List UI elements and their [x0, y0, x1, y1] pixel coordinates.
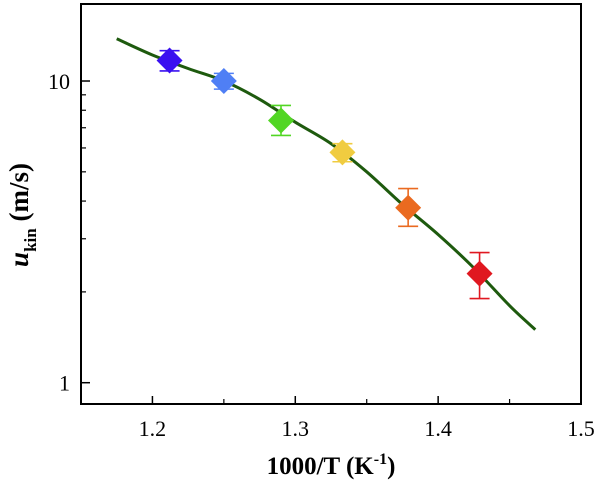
x-axis-title-main: 1000/T (K: [267, 453, 375, 480]
data-point-diamond: [466, 260, 493, 287]
data-point-diamond: [329, 139, 356, 166]
marker-layer: [156, 47, 493, 287]
plot-frame: [80, 3, 582, 405]
fit-curve: [116, 37, 537, 331]
y-axis-title: ukin (m/s): [4, 163, 40, 267]
fit-curve-layer: [116, 37, 537, 331]
x-axis-title-sup: -1: [374, 451, 387, 468]
y-axis-title-tail: (m/s): [4, 163, 34, 228]
data-point-diamond: [156, 47, 183, 74]
y-tick-label: 10: [48, 69, 70, 94]
y-tick-label: 1: [59, 371, 70, 396]
error-bar-layer: [159, 49, 490, 300]
data-point-diamond: [268, 107, 294, 134]
x-tick-label: 1.4: [424, 416, 452, 441]
tick-layer: 1.2 1.3 1.4 1.5 1 10: [48, 69, 595, 441]
x-tick-label: 1.3: [282, 416, 310, 441]
y-axis-title-sub: kin: [21, 228, 40, 252]
data-point-diamond: [210, 68, 237, 95]
x-axis-title-tail: ): [387, 453, 395, 480]
x-tick-label: 1.2: [139, 416, 167, 441]
x-axis-title: 1000/T (K-1): [267, 451, 396, 480]
data-point-diamond: [395, 194, 422, 221]
x-tick-label: 1.5: [567, 416, 595, 441]
y-axis-title-main: u: [4, 252, 34, 267]
